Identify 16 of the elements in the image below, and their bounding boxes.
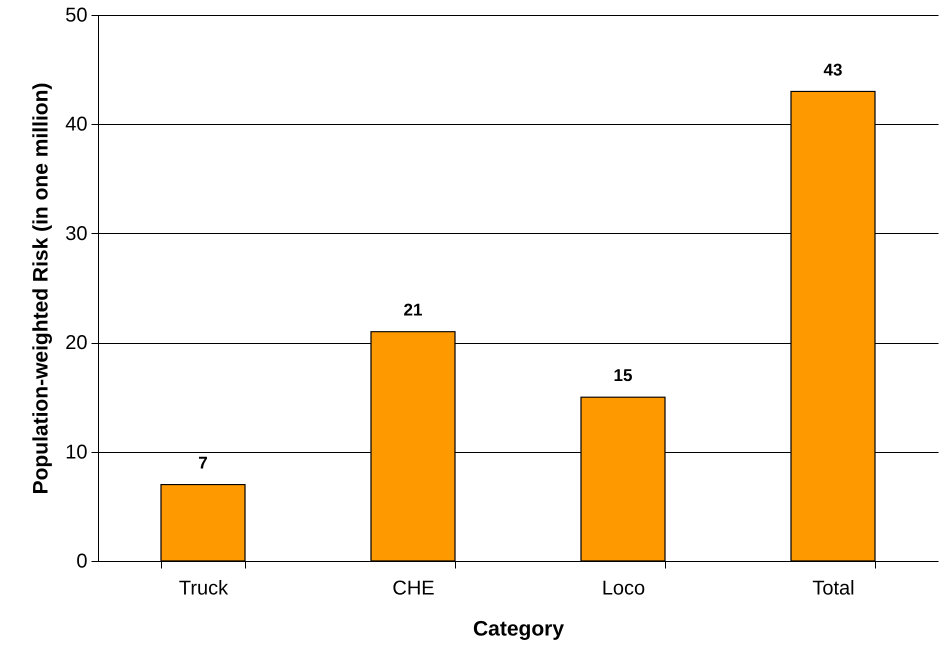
x-tick-label: Total — [812, 578, 855, 600]
y-tick-label: 50 — [65, 4, 88, 26]
x-axis-title: Category — [472, 618, 564, 640]
y-axis-title: Population-weighted Risk (in one million) — [29, 82, 52, 494]
data-label: 43 — [824, 60, 842, 80]
y-tick-label: 40 — [65, 114, 88, 136]
y-tick-label: 20 — [65, 332, 88, 354]
y-tick-label: 0 — [76, 550, 88, 572]
y-tick-label: 10 — [65, 441, 88, 464]
x-tick-label: Loco — [602, 578, 646, 600]
x-tick-label: CHE — [392, 578, 435, 600]
data-label: 21 — [404, 300, 422, 320]
x-tick-label: Truck — [178, 578, 230, 600]
data-label: 7 — [198, 454, 208, 473]
data-label: 15 — [614, 366, 632, 386]
y-tick-label: 30 — [65, 222, 88, 245]
